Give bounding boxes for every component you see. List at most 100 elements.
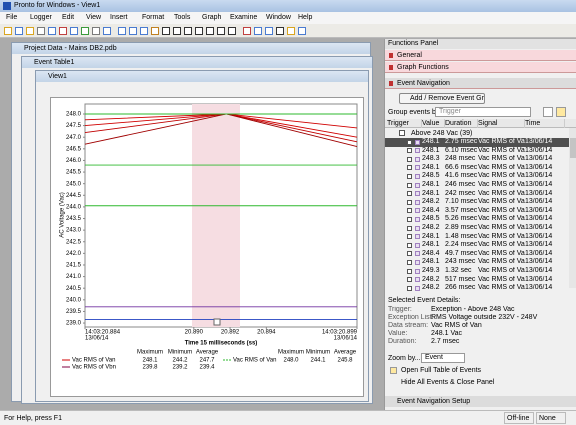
- toolbar-button[interactable]: [206, 27, 214, 35]
- event-cell: 13/06/14: [525, 172, 553, 180]
- toolbar-button[interactable]: [15, 27, 23, 35]
- toolbar-button[interactable]: [265, 27, 273, 35]
- toolbar-button[interactable]: [81, 27, 89, 35]
- toolbar-button[interactable]: [228, 27, 236, 35]
- toolbar-button[interactable]: [173, 27, 181, 35]
- column-header[interactable]: Duration: [445, 119, 478, 128]
- toolbar-button[interactable]: [59, 27, 67, 35]
- toolbar-button[interactable]: [70, 27, 78, 35]
- zoom-select[interactable]: Event: [421, 353, 465, 363]
- event-cell: Vac RMS of Van: [478, 267, 525, 274]
- detail-label: Duration:: [388, 338, 417, 345]
- row-icon: [415, 277, 420, 283]
- section-header[interactable]: Graph Functions: [385, 62, 576, 73]
- open-table-icon: [390, 367, 397, 374]
- event-cell: Vac RMS of Van: [478, 163, 525, 171]
- menu-item[interactable]: Insert: [110, 14, 128, 21]
- toolbar-button[interactable]: [129, 27, 137, 35]
- toolbar-button[interactable]: [195, 27, 203, 35]
- menu-item[interactable]: Graph: [202, 14, 222, 21]
- panel-title: Functions Panel: [385, 39, 576, 49]
- toolbar-button[interactable]: [162, 27, 170, 35]
- row-check: [407, 234, 412, 240]
- menu-item[interactable]: Tools: [174, 14, 191, 21]
- detail-label: Trigger:: [388, 306, 412, 313]
- menu-item[interactable]: Window: [266, 14, 291, 21]
- toolbar-button[interactable]: [48, 27, 56, 35]
- event-cell: 13/06/14: [525, 163, 553, 171]
- toolbar-button[interactable]: [184, 27, 192, 35]
- row-icon: [415, 182, 420, 188]
- group-row[interactable]: Above 248 Vac (39): [411, 130, 473, 137]
- filter-button[interactable]: [543, 107, 553, 117]
- menu-item[interactable]: Edit: [62, 14, 75, 21]
- row-icon: [415, 234, 420, 240]
- column-header[interactable]: Signal: [478, 119, 525, 128]
- toolbar-button[interactable]: [298, 27, 306, 35]
- functions-panel: Functions Panel General Graph Functions Eve…: [384, 39, 576, 410]
- event-cell: 248.1: [422, 258, 440, 266]
- menu-item[interactable]: Help: [298, 14, 313, 21]
- menu-item[interactable]: Format: [142, 14, 165, 21]
- event-row[interactable]: [385, 138, 569, 147]
- event-cell: 248.1: [422, 138, 440, 145]
- event-cell: 13/06/14: [525, 155, 553, 163]
- toolbar-button[interactable]: [37, 27, 45, 35]
- toolbar-button[interactable]: [217, 27, 225, 35]
- filter-button[interactable]: [556, 107, 566, 117]
- row-check: [407, 156, 412, 162]
- toolbar-button[interactable]: [151, 27, 159, 35]
- toolbar-button[interactable]: [140, 27, 148, 35]
- row-check: [407, 251, 412, 257]
- column-header[interactable]: Value: [422, 119, 445, 128]
- open-table-link[interactable]: Open Full Table of Events: [401, 367, 482, 374]
- menu-item[interactable]: Examine: [230, 14, 258, 21]
- toolbar-button[interactable]: [276, 27, 284, 35]
- menu-item[interactable]: Logger: [30, 14, 52, 21]
- window-title: View1: [36, 71, 368, 82]
- event-cell: 248 msec: [445, 155, 476, 163]
- column-header[interactable]: Time: [525, 119, 565, 128]
- row-icon: [415, 216, 420, 222]
- view-window: View1: [35, 70, 369, 402]
- toolbar-button[interactable]: [26, 27, 34, 35]
- group-check: [399, 130, 405, 136]
- title-bar: Pronto for Windows - View1: [0, 0, 576, 12]
- group-by-select[interactable]: Trigger: [435, 107, 531, 117]
- section-header[interactable]: Event Navigation Setup: [385, 396, 576, 407]
- section-header[interactable]: General: [385, 50, 576, 61]
- app-icon: [3, 2, 11, 10]
- table-header-bg: [385, 119, 576, 128]
- hide-events-link[interactable]: Hide All Events & Close Panel: [401, 379, 495, 386]
- menu-bar: File Logger Edit View Insert Format Tools Graph…: [0, 12, 576, 24]
- event-cell: 248.1: [422, 181, 440, 188]
- row-icon: [415, 139, 420, 145]
- row-icon: [415, 191, 420, 197]
- event-cell: Vac RMS of Van: [478, 284, 525, 292]
- event-cell: 248.1: [422, 232, 440, 240]
- toolbar-button[interactable]: [118, 27, 126, 35]
- row-icon: [415, 165, 420, 171]
- event-cell: 1.48 msec: [445, 232, 478, 240]
- event-cell: 248.1: [422, 146, 440, 154]
- row-check: [407, 216, 412, 222]
- section-header[interactable]: Event Navigation: [385, 78, 576, 89]
- event-cell: 13/06/14: [525, 181, 553, 188]
- menu-item[interactable]: View: [86, 14, 102, 21]
- toolbar-button[interactable]: [254, 27, 262, 35]
- event-cell: 243 msec: [445, 258, 476, 266]
- toolbar-button[interactable]: [287, 27, 295, 35]
- toolbar-button[interactable]: [92, 27, 100, 35]
- column-header[interactable]: Trigger: [387, 119, 422, 128]
- event-cell: 13/06/14: [525, 189, 553, 197]
- event-cell: 248.2: [422, 275, 440, 283]
- row-check: [407, 259, 412, 265]
- event-cell: Vac RMS of Van: [478, 138, 525, 145]
- menu-item[interactable]: File: [6, 14, 18, 21]
- toolbar-button[interactable]: [4, 27, 12, 35]
- toolbar-button[interactable]: [103, 27, 111, 35]
- event-cell: Vac RMS of Van: [478, 181, 525, 188]
- toolbar-button[interactable]: [243, 27, 251, 35]
- event-cell: Vac RMS of Van: [478, 249, 525, 257]
- add-button[interactable]: Add / Remove Event Groups...: [399, 93, 485, 104]
